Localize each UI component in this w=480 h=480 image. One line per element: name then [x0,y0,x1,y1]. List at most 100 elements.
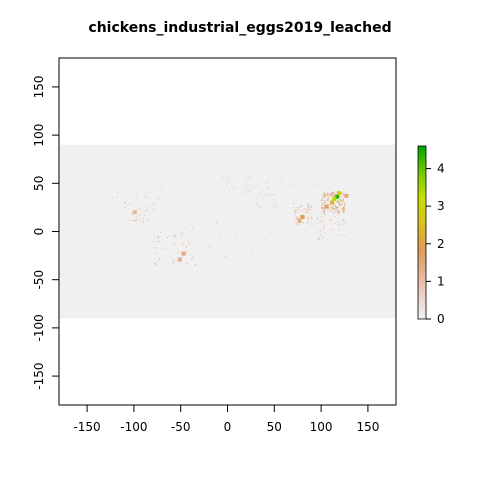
raster-cell [144,195,146,197]
raster-cell [218,241,220,243]
raster-cell [306,207,308,209]
raster-cell [297,217,299,219]
raster-cell [128,184,131,186]
raster-cell [220,183,222,185]
raster-cell [185,246,188,248]
raster-cell [158,198,160,200]
raster-cell [295,216,297,219]
raster-cell [215,220,217,222]
raster-cell [157,240,159,243]
raster-cell [141,213,143,215]
y-tick-label: -100 [32,314,46,341]
raster-cell [287,184,290,187]
raster-cell [308,206,311,208]
raster-cell [329,193,331,195]
raster-cell [144,215,146,217]
raster-cell [221,176,223,178]
raster-cell [342,198,345,200]
raster-cell [259,206,261,208]
raster-cell [319,220,321,222]
raster-cell [303,208,305,211]
raster-cell [283,181,285,183]
raster-cell [306,180,309,182]
raster-cell [317,238,319,240]
raster-cell [296,188,298,190]
raster-cell [323,196,325,198]
raster-cell [340,199,342,201]
raster-cell [185,251,187,254]
raster-cell [342,179,345,181]
raster-cell [307,208,309,210]
raster-cell [294,213,296,215]
raster-cell [256,199,258,201]
raster-cell [223,190,225,192]
raster-cell [301,187,304,189]
x-tick-label: -150 [73,420,100,434]
raster-cell [294,183,296,185]
hotspot-cell [300,215,305,220]
raster-cell [337,211,339,213]
raster-cell [152,208,154,210]
raster-cell [261,225,263,227]
raster-cell [309,209,312,211]
legend-tick-label: 4 [437,162,445,176]
legend-tick-label: 0 [437,312,445,326]
raster-cell [158,258,161,260]
raster-cell [153,252,156,254]
raster-cell [173,239,175,241]
raster-cell [189,231,191,233]
raster-cell [339,181,341,183]
raster-cell [248,190,251,192]
raster-cell [365,267,367,269]
raster-cell [142,221,145,223]
raster-cell [323,223,325,225]
raster-cell [271,204,273,206]
raster-cell [336,210,339,213]
raster-cell [210,244,212,246]
raster-cell [235,179,238,181]
raster-cell [295,223,297,225]
raster-cell [308,220,310,223]
raster-cell [135,219,138,221]
raster-cell [311,218,313,220]
raster-cell [327,193,329,195]
raster-cell [295,218,297,220]
raster-cell [304,216,306,218]
raster-cell [327,197,329,199]
raster-cell [321,206,323,208]
hotspot-cell [181,251,186,256]
raster-cell [331,193,333,195]
raster-cell [324,196,326,198]
raster-cell [246,191,249,193]
raster-cell [323,192,325,194]
raster-cell [333,215,335,217]
raster-cell [311,223,313,225]
raster-cell [131,212,133,214]
raster-cell [323,193,325,195]
raster-cell [139,208,141,210]
raster-cell [245,181,247,183]
raster-cell [333,211,335,214]
raster-cell [250,188,252,191]
raster-cell [323,201,325,204]
raster-cell [306,203,308,205]
raster-cell [116,196,118,198]
raster-cell [342,219,344,221]
raster-cell [307,219,309,221]
raster-cell [129,195,131,197]
raster-cell [136,192,138,194]
raster-cell [248,177,250,180]
raster-cell [280,187,282,189]
raster-cell [226,257,228,260]
raster-cell [347,264,349,267]
raster-cell [260,232,262,234]
raster-cell [339,195,342,198]
raster-cell [293,207,295,209]
raster-cell [333,181,335,184]
raster-cell [268,186,270,189]
raster-cell [327,186,329,188]
raster-cell [257,185,259,188]
raster-cell [311,206,313,209]
raster-cell [138,220,141,222]
raster-cell [175,259,177,261]
